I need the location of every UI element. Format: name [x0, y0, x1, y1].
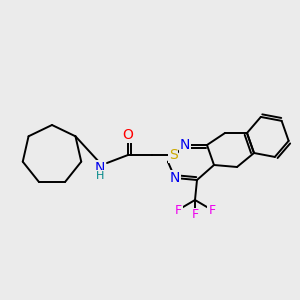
Text: S: S: [169, 148, 177, 162]
Text: O: O: [123, 128, 134, 142]
Text: F: F: [174, 203, 182, 217]
Text: N: N: [95, 161, 105, 175]
Text: N: N: [170, 171, 180, 185]
Text: H: H: [96, 171, 104, 181]
Text: N: N: [180, 138, 190, 152]
Text: F: F: [191, 208, 199, 221]
Text: F: F: [208, 203, 216, 217]
